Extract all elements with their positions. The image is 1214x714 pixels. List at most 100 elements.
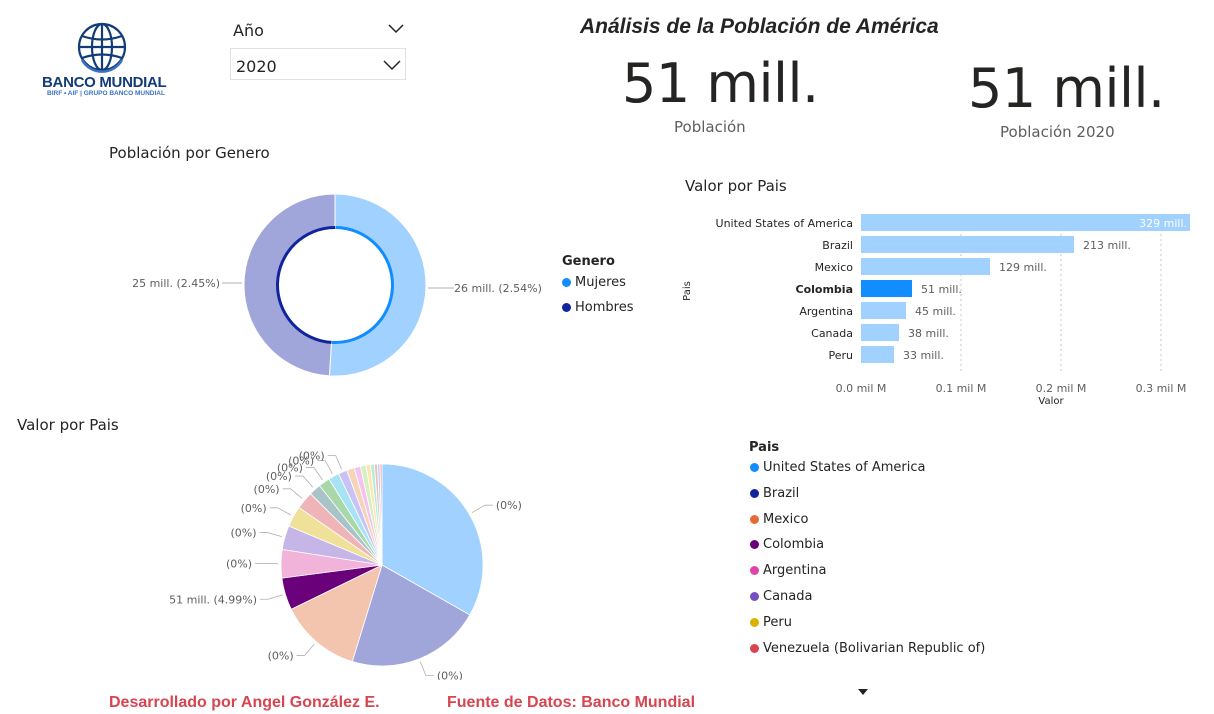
donut-slice-hombres[interactable] — [243, 193, 336, 377]
pie-slice[interactable] — [381, 463, 484, 616]
legend-label: Colombia — [763, 537, 825, 553]
legend-label: Canada — [763, 589, 813, 604]
bar-argentina[interactable] — [861, 302, 906, 319]
bar-value-label: 45 mill. — [915, 305, 956, 318]
gender-donut-chart: 26 mill. (2.54%) 25 mill. (2.45%) — [132, 193, 542, 377]
bar-x-tick-label: 0.0 mil M — [836, 382, 887, 395]
legend-item-country[interactable]: Peru — [750, 615, 792, 630]
pie-slice[interactable] — [379, 463, 383, 566]
legend-item-hombres[interactable]: Hombres — [562, 300, 633, 315]
bar-x-tick-label: 0.2 mil M — [1036, 382, 1087, 395]
donut-label-mujeres: 26 mill. (2.54%) — [454, 282, 542, 295]
donut-slice-mujeres[interactable] — [328, 193, 427, 377]
pie-data-label: (0%) — [268, 649, 294, 662]
pie-leader-line — [259, 532, 283, 538]
legend-item-country[interactable]: United States of America — [750, 460, 925, 475]
bar-mexico[interactable] — [861, 258, 990, 275]
kpi-population-2020-label: Población 2020 — [1000, 123, 1115, 141]
bar-canada[interactable] — [861, 324, 899, 341]
pie-leader-line — [317, 460, 333, 474]
country-legend-title: Pais — [749, 440, 780, 455]
bar-value-label: 213 mill. — [1083, 239, 1131, 252]
bar-united-states-of-america[interactable] — [861, 214, 1190, 231]
pie-leader-line — [419, 661, 434, 677]
pie-data-label: 51 mill. (4.99%) — [169, 593, 257, 606]
legend-label: Mexico — [763, 511, 809, 527]
chevron-down-icon[interactable] — [382, 57, 402, 76]
pie-data-label: (0%) — [226, 557, 252, 570]
pie-leader-line — [471, 504, 493, 514]
legend-dot — [750, 463, 759, 472]
year-slicer-title: Año — [233, 21, 264, 40]
legend-item-mujeres[interactable]: Mujeres — [562, 275, 626, 290]
legend-item-country[interactable]: Brazil — [750, 486, 799, 501]
legend-item-country[interactable]: Mexico — [750, 512, 808, 527]
bar-category-label: Colombia — [796, 283, 854, 296]
legend-label: Peru — [763, 614, 792, 630]
bar-peru[interactable] — [861, 346, 894, 363]
bar-colombia[interactable] — [861, 280, 912, 297]
bar-category-label: Mexico — [815, 261, 854, 274]
legend-item-country[interactable]: Argentina — [750, 563, 826, 578]
globe-icon — [77, 22, 127, 73]
footer-source: Fuente de Datos: Banco Mundial — [447, 694, 696, 711]
legend-dot — [750, 643, 759, 653]
legend-item-country[interactable]: Canada — [750, 589, 812, 604]
pie-data-label: (0%) — [254, 483, 280, 496]
bar-value-label: 129 mill. — [999, 261, 1047, 274]
legend-item-country[interactable]: Venezuela (Bolivarian Republic of) — [750, 641, 985, 656]
legend-label: Venezuela (Bolivarian Republic of) — [763, 640, 986, 656]
legend-dot — [750, 540, 759, 550]
donut-title: Población por Genero — [109, 144, 270, 162]
legend-label: United States of America — [763, 460, 926, 475]
donut-label-hombres: 25 mill. (2.45%) — [132, 277, 220, 290]
legend-dot — [750, 566, 759, 576]
report-title: Análisis de la Población de América — [580, 15, 939, 38]
pie-leader-line — [296, 643, 315, 656]
legend-label: Hombres — [575, 300, 634, 315]
legend-label: Argentina — [763, 563, 827, 579]
logo-name: BANCO MUNDIAL — [42, 74, 167, 91]
bar-brazil[interactable] — [861, 236, 1074, 253]
bar-chart-title: Valor por Pais — [685, 177, 787, 195]
pie-data-label: (0%) — [496, 499, 522, 512]
bar-x-tick-label: 0.3 mil M — [1136, 382, 1187, 395]
pie-leader-line — [282, 488, 303, 499]
gender-legend-title: Genero — [562, 254, 615, 269]
bar-category-label: Canada — [811, 327, 853, 340]
world-bank-logo — [40, 20, 165, 102]
legend-scroll-down-icon[interactable] — [857, 681, 869, 700]
bar-value-label: 33 mill. — [903, 349, 944, 362]
legend-label: Brazil — [763, 485, 800, 501]
legend-item-country[interactable]: Colombia — [750, 537, 824, 552]
legend-dot — [562, 278, 571, 287]
year-dropdown[interactable] — [230, 48, 406, 80]
bar-category-label: United States of America — [716, 217, 853, 230]
legend-dot — [562, 303, 571, 312]
bar-value-label: 51 mill. — [921, 283, 962, 296]
kpi-population-value: 51 mill. — [622, 52, 819, 115]
legend-dot — [750, 592, 759, 601]
bar-x-tick-label: 0.1 mil M — [936, 382, 987, 395]
country-bar-chart: 0.0 mil M 0.1 mil M 0.2 mil M 0.3 mil M Unit… — [682, 214, 1190, 407]
pie-chart-title: Valor por Pais — [17, 416, 119, 434]
legend-dot — [750, 514, 759, 524]
pie-leader-line — [260, 594, 283, 600]
bar-x-axis-title: Valor — [1038, 396, 1064, 407]
pie-data-label: (0%) — [299, 449, 325, 462]
bar-y-axis-title: Pais — [682, 281, 693, 301]
pie-data-label: (0%) — [288, 454, 314, 467]
country-pie-chart: (0%)(0%)(0%)51 mill. (4.99%)(0%)(0%)(0%)… — [169, 449, 522, 680]
bar-category-label: Argentina — [799, 305, 853, 318]
pie-data-label: (0%) — [437, 670, 463, 680]
pie-slice[interactable] — [290, 564, 383, 663]
pie-data-label: (0%) — [241, 502, 267, 515]
pie-slice[interactable] — [351, 564, 471, 667]
kpi-population-label: Población — [674, 118, 746, 136]
pie-data-label: (0%) — [266, 470, 292, 483]
pie-leader-line — [269, 507, 291, 516]
pie-data-label: (0%) — [277, 461, 303, 474]
logo-subtitle: BIRF • AIF | GRUPO BANCO MUNDIAL — [47, 90, 165, 97]
year-dropdown-value: 2020 — [236, 57, 277, 76]
chevron-down-icon[interactable] — [386, 20, 406, 39]
